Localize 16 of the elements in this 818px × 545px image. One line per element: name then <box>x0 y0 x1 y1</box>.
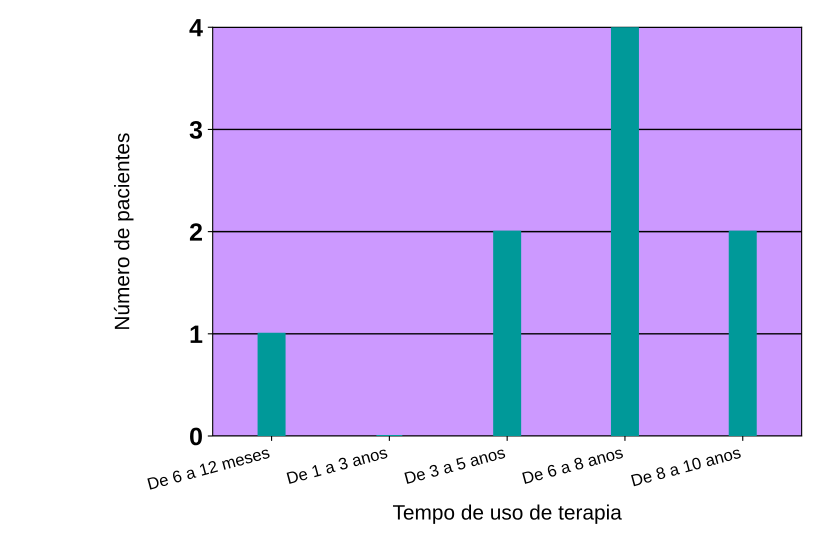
x-tick-label: De 6 a 8 anos <box>522 446 624 484</box>
x-axis-title: Tempo de uso de terapia <box>392 504 622 524</box>
y-tick-label: 4 <box>189 19 203 36</box>
x-tick-label: De 8 a 10 anos <box>630 446 742 486</box>
bar <box>258 332 286 436</box>
x-tick-label: De 6 a 12 meses <box>147 446 270 490</box>
x-tick-label: De 3 a 5 anos <box>404 446 506 484</box>
x-tick-label: De 1 a 3 anos <box>286 446 388 484</box>
y-tick-label: 1 <box>190 326 202 343</box>
y-tick-label: 2 <box>190 223 202 241</box>
y-axis-title: Número de pacientes <box>114 133 134 329</box>
y-tick-label: 0 <box>190 428 202 446</box>
y-tick-label: 3 <box>190 121 202 139</box>
bar <box>610 27 639 436</box>
bar <box>493 230 522 436</box>
bar <box>728 230 757 436</box>
